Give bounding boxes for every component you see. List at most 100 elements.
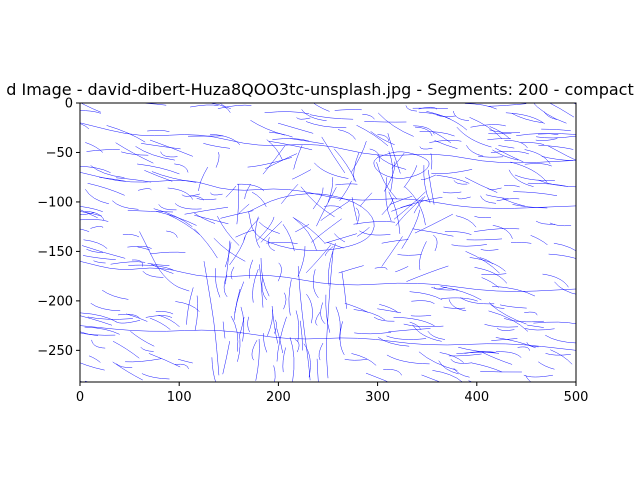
streamline-segment (325, 294, 331, 333)
streamline-segment (469, 117, 503, 139)
streamline-segment (492, 225, 513, 239)
y-tick-label: −50 (46, 146, 73, 161)
streamline-segment (296, 117, 311, 120)
streamline-segment (374, 267, 388, 270)
streamline-segment (414, 126, 433, 137)
y-tick-label: 0 (65, 97, 73, 112)
streamline-segment (230, 315, 239, 352)
streamline-segment (527, 182, 568, 187)
streamline-segment (381, 239, 409, 244)
streamline-segment (550, 349, 573, 365)
streamline-segment (526, 342, 539, 348)
axes-frame (79, 102, 577, 383)
streamline-segment (255, 338, 260, 381)
streamline-segment (517, 346, 530, 351)
streamline-series-5 (248, 193, 375, 251)
streamline-segment (80, 219, 109, 222)
streamline-segment (297, 246, 306, 277)
streamline-segment (412, 228, 454, 237)
streamline-segment (455, 215, 477, 228)
streamline-segment (410, 315, 432, 317)
streamline-segment (505, 112, 545, 124)
streamline-segment (115, 320, 141, 324)
streamline-segment (312, 187, 324, 210)
axis-ticks: 0 100 200 300 400 500 0 −50 −100 −150 −200 −250 (37, 97, 588, 406)
streamline-segment (160, 151, 178, 158)
streamline-segment (403, 165, 418, 188)
streamline-segment (545, 335, 576, 344)
streamline-segment (112, 361, 143, 381)
streamline-segment (324, 233, 357, 244)
streamline-segment (524, 328, 555, 331)
streamline-segment (480, 195, 497, 204)
streamline-segment (511, 113, 543, 124)
plot-area (80, 103, 576, 382)
streamline-segment (512, 204, 548, 209)
streamline-segment (465, 251, 500, 274)
streamline-segment (404, 186, 426, 226)
streamline-segment (223, 274, 228, 297)
streamline-segment (80, 166, 111, 173)
x-tick-label: 200 (266, 390, 291, 405)
streamline-segment (289, 337, 295, 382)
streamline-segment (334, 148, 357, 182)
streamline-segment (85, 142, 103, 153)
streamline-segment (82, 255, 116, 260)
streamline-segment (85, 211, 105, 221)
streamline-segment (523, 374, 553, 378)
streamline-segment (405, 105, 418, 112)
streamline-segment (419, 241, 427, 271)
streamline-segment (481, 273, 507, 275)
streamline-segment (149, 317, 171, 330)
streamline-segment (128, 264, 174, 271)
streamline-segment (229, 236, 246, 266)
streamline-segment (411, 300, 435, 304)
streamline-segment (443, 306, 466, 309)
streamline-segment (217, 216, 240, 246)
streamline-segment (327, 177, 334, 203)
streamline-segment (274, 319, 277, 334)
streamline-segment (334, 109, 362, 111)
streamline-segment (211, 357, 216, 382)
streamline-segment (238, 203, 250, 215)
streamline-segment (420, 174, 436, 181)
streamline-segment (376, 162, 398, 200)
streamline-segment (514, 174, 555, 181)
streamline-segment (481, 351, 513, 365)
streamline-segment (316, 187, 337, 227)
streamline-segment (527, 324, 544, 328)
streamline-segment (535, 138, 558, 141)
streamline-segment (489, 302, 505, 309)
streamline-segment (436, 174, 470, 184)
streamline-segment (90, 303, 121, 312)
streamline-segment (496, 198, 520, 202)
streamline-segment (156, 211, 197, 226)
streamline-segment (389, 196, 413, 205)
streamline-segment (474, 228, 520, 232)
streamline-segment (335, 183, 358, 186)
streamline-segment (542, 273, 569, 288)
streamline-segment (339, 180, 352, 201)
streamline-segment (360, 192, 373, 207)
streamline-segment (458, 347, 500, 354)
streamline-segment (364, 121, 407, 123)
streamline-segment (474, 267, 507, 284)
streamline-segment (248, 259, 253, 279)
streamline-segment (451, 244, 487, 247)
streamline-segment (312, 269, 319, 298)
streamline-segment (431, 169, 473, 174)
streamline-segment (268, 140, 313, 151)
streamline-segment (434, 140, 458, 149)
streamline-series-1 (80, 172, 576, 209)
streamline-segment (524, 311, 538, 316)
streamline-segment (175, 363, 189, 369)
streamline-segment (80, 123, 90, 130)
streamline-segment (439, 352, 464, 363)
streamline-segment (373, 317, 395, 322)
streamline-segment (489, 126, 510, 139)
streamline-segment (541, 128, 571, 132)
streamline-segment (110, 261, 146, 265)
streamline-segment (127, 210, 174, 213)
streamline-segment (306, 294, 313, 324)
